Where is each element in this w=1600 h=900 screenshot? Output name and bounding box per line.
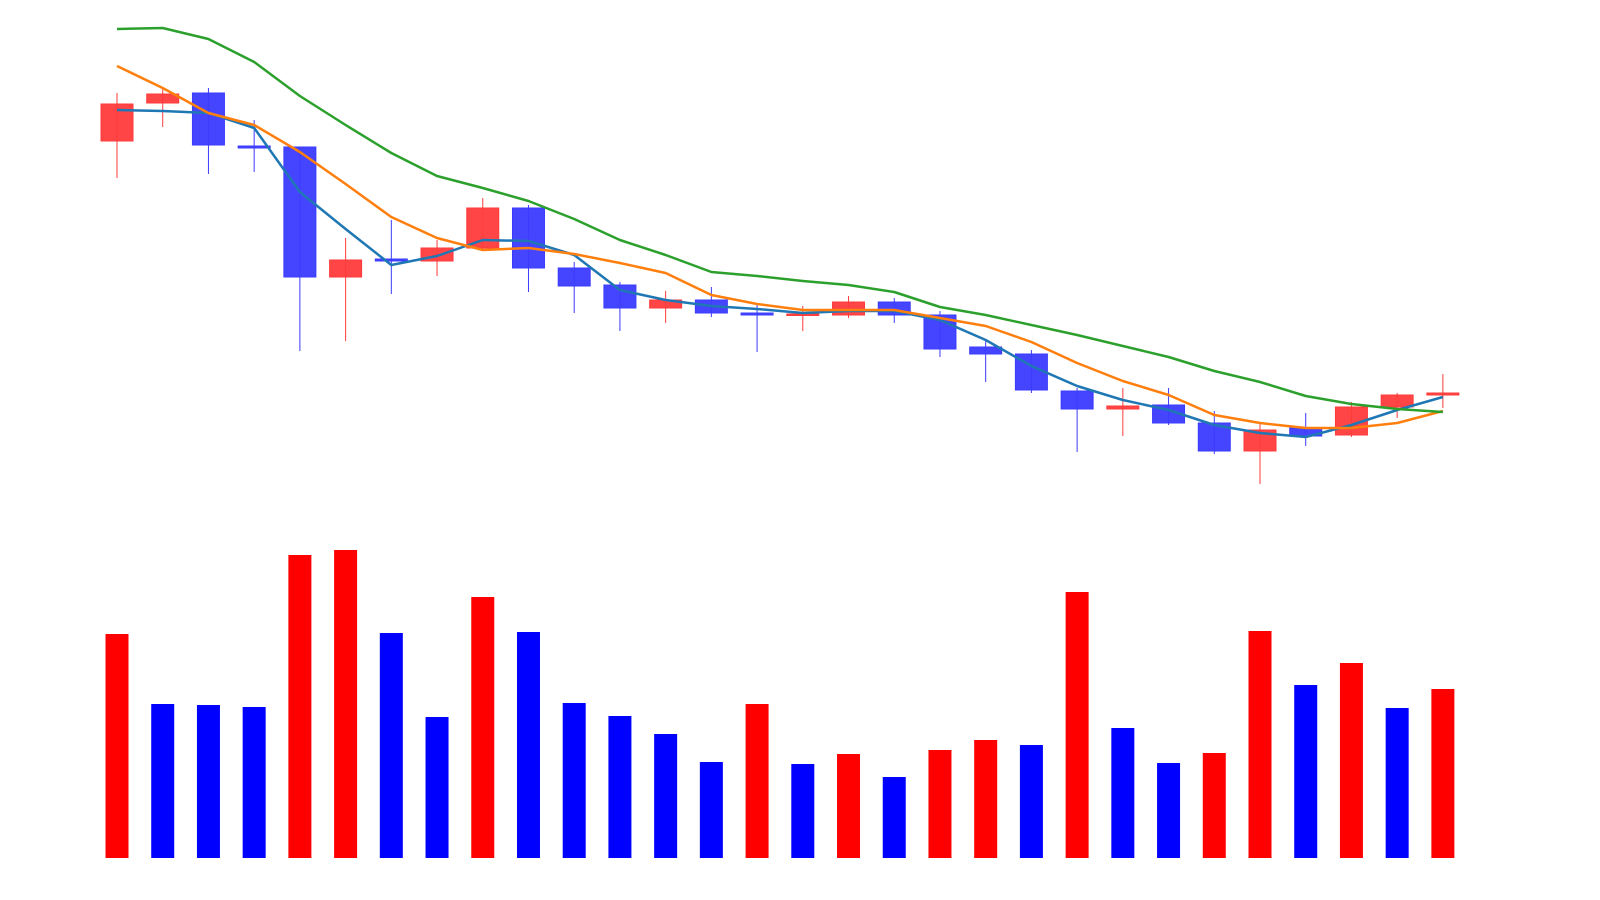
volume-bar	[1019, 745, 1043, 858]
volume-bar	[699, 762, 723, 858]
volume-bar	[1065, 592, 1089, 858]
candle-body	[329, 259, 363, 278]
candle-body	[237, 145, 271, 149]
volume-bar	[974, 740, 998, 858]
moving-average-line	[116, 64, 1444, 430]
volume-bar	[1385, 708, 1409, 858]
volume-bar	[1157, 763, 1181, 858]
volume-bar	[288, 555, 312, 858]
volume-bar	[1294, 685, 1318, 858]
candle-body	[283, 146, 317, 278]
volume-bar	[562, 703, 586, 858]
volume-bar	[425, 717, 449, 858]
volume-bar	[471, 597, 495, 858]
volume-bar	[608, 716, 632, 858]
moving-average-line	[116, 108, 1444, 439]
volume-bar	[105, 634, 129, 858]
volume-bar	[196, 705, 220, 858]
volume-bar	[1248, 631, 1272, 858]
volume-bar	[379, 633, 403, 858]
volume-bar	[242, 707, 266, 858]
volume-bar	[334, 550, 358, 858]
volume-bar	[654, 734, 678, 858]
volume-bar	[1431, 689, 1455, 858]
volume-bar	[837, 754, 861, 858]
volume-bar	[745, 704, 769, 858]
volume-bar	[791, 764, 815, 858]
candle-body	[1380, 394, 1414, 408]
candle-body	[1106, 405, 1140, 410]
volume-bar	[928, 750, 952, 858]
candle-body	[191, 92, 225, 146]
candle-body	[832, 301, 866, 316]
volume-bar	[882, 777, 906, 858]
candle-body	[1426, 392, 1460, 396]
candle-body	[374, 258, 408, 262]
volume-bar	[151, 704, 175, 858]
moving-average-line	[116, 26, 1443, 414]
candle-body	[511, 207, 545, 269]
candle-body	[466, 207, 500, 249]
candle-body	[969, 346, 1003, 355]
volume-bar	[516, 632, 540, 858]
candle-body	[1243, 429, 1277, 452]
candle-body	[146, 93, 180, 104]
volume-bar	[1111, 728, 1135, 858]
volume-bar	[1202, 753, 1226, 858]
candle-body	[740, 312, 774, 316]
volume-bar	[1339, 663, 1363, 858]
candle-body	[557, 267, 591, 287]
candle-body	[1060, 390, 1094, 410]
